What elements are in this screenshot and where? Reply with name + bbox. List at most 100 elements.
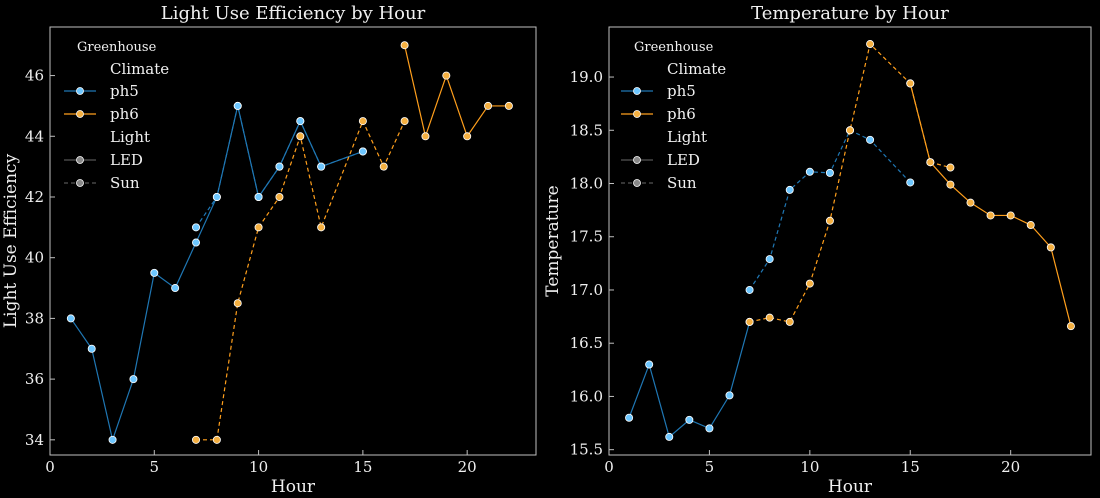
data-point-ph6-sun-left bbox=[233, 299, 242, 308]
data-point-ph5-sun-left bbox=[233, 101, 242, 110]
data-point-ph5-sun-left bbox=[275, 162, 284, 171]
data-point-ph6-sun-left bbox=[400, 117, 409, 126]
data-point-ph5-sun-left bbox=[192, 223, 201, 232]
chart-left: Light Use Efficiency by Hour Hour Light … bbox=[1, 3, 537, 497]
plot-area-right: 0 5 10 15 20 15.5 16.0 16.5 17.0 17.5 18.0 18.5 19.0 bbox=[570, 40, 1075, 476]
series-line-ph5-sun-left bbox=[195, 105, 364, 228]
legend-entry-ph6-right: ph6 bbox=[667, 105, 696, 123]
data-point-ph6-led-right bbox=[1026, 221, 1035, 230]
y-axis-label-right: Temperature bbox=[543, 185, 563, 296]
legend-marker-ph6-left bbox=[76, 110, 84, 118]
data-point-ph5-led-left bbox=[192, 238, 201, 247]
data-point-ph5-led-left bbox=[66, 314, 75, 323]
legend-entry-led-right: LED bbox=[667, 151, 700, 169]
data-point-ph5-sun-right bbox=[765, 255, 774, 264]
x-tick-label-right: 10 bbox=[800, 458, 819, 476]
data-point-ph6-sun-right bbox=[946, 163, 955, 172]
data-point-ph5-led-left bbox=[87, 344, 96, 353]
data-point-ph6-led-right bbox=[946, 180, 955, 189]
legend-marker-ph5-left bbox=[76, 87, 84, 95]
y-tick-label-left: 42 bbox=[25, 188, 44, 206]
x-tick-label-right: 15 bbox=[901, 458, 920, 476]
y-tick-label-right: 17.5 bbox=[570, 228, 603, 246]
legend-marker-led-right bbox=[633, 156, 641, 164]
x-tick-label-right: 20 bbox=[1001, 458, 1020, 476]
data-point-ph6-sun-left bbox=[212, 435, 221, 444]
data-point-ph6-sun-left bbox=[275, 192, 284, 201]
legend-entry-ph5-left: ph5 bbox=[110, 82, 139, 100]
y-tick-label-right: 17.0 bbox=[570, 281, 603, 299]
legend-left: Greenhouse Climate ph5 ph6 Light LED Sun bbox=[64, 40, 169, 192]
data-point-ph6-sun-left bbox=[317, 223, 326, 232]
data-point-ph5-led-left bbox=[150, 268, 159, 277]
data-point-ph5-led-right bbox=[685, 415, 694, 424]
chart-title-left: Light Use Efficiency by Hour bbox=[161, 3, 426, 24]
plot-area-left: 0 5 10 15 20 34 36 38 40 42 44 46 bbox=[25, 41, 513, 476]
y-tick-label-right: 18.0 bbox=[570, 175, 603, 193]
legend-marker-sun-right bbox=[633, 179, 641, 187]
data-point-ph6-sun-left bbox=[192, 435, 201, 444]
data-point-ph6-led-right bbox=[986, 211, 995, 220]
data-point-ph6-led-right bbox=[1066, 322, 1075, 331]
x-tick-label-left: 10 bbox=[249, 458, 268, 476]
y-tick-label-left: 40 bbox=[25, 249, 44, 267]
data-point-ph6-sun-left bbox=[296, 132, 305, 141]
data-point-ph6-sun-right bbox=[866, 40, 875, 49]
legend-title-left: Greenhouse bbox=[77, 40, 157, 55]
x-tick-label-right: 0 bbox=[604, 458, 614, 476]
data-point-ph6-sun-right bbox=[805, 279, 814, 288]
x-axis-label-left: Hour bbox=[271, 477, 316, 497]
data-point-ph5-sun-left bbox=[212, 192, 221, 201]
plot-frame-right bbox=[608, 26, 1092, 456]
data-point-ph5-led-right bbox=[665, 432, 674, 441]
data-point-ph5-led-right bbox=[645, 360, 654, 369]
data-point-ph5-led-right bbox=[705, 424, 714, 433]
data-point-ph5-sun-left bbox=[317, 162, 326, 171]
data-point-ph5-led-right bbox=[625, 413, 634, 422]
chart-right: Temperature by Hour Hour Temperature 0 5 1… bbox=[543, 3, 1092, 497]
data-point-ph5-led-left bbox=[171, 284, 180, 293]
data-point-ph5-led-left bbox=[129, 375, 138, 384]
legend-right: Greenhouse Climate ph5 ph6 Light LED Sun bbox=[621, 40, 726, 192]
y-tick-label-right: 16.0 bbox=[570, 387, 603, 405]
y-tick-label-left: 44 bbox=[25, 127, 44, 145]
data-point-ph6-sun-left bbox=[379, 162, 388, 171]
data-point-ph5-sun-right bbox=[805, 167, 814, 176]
series-line-ph6-sun-right bbox=[749, 42, 951, 323]
legend-entry-ph5-right: ph5 bbox=[667, 82, 696, 100]
x-axis-label-right: Hour bbox=[828, 477, 873, 497]
data-point-ph5-sun-right bbox=[745, 285, 754, 294]
y-tick-label-left: 46 bbox=[25, 67, 44, 85]
data-point-ph6-sun-right bbox=[745, 317, 754, 326]
data-point-ph6-sun-right bbox=[926, 158, 935, 167]
data-point-ph6-led-left bbox=[504, 101, 513, 110]
y-tick-label-left: 36 bbox=[25, 370, 44, 388]
y-tick-label-right: 16.5 bbox=[570, 334, 603, 352]
plot-frame-left bbox=[49, 26, 537, 456]
y-tick-label-right: 15.5 bbox=[570, 441, 603, 459]
data-point-ph5-led-right bbox=[725, 391, 734, 400]
data-point-ph6-led-left bbox=[463, 132, 472, 141]
legend-entry-ph6-left: ph6 bbox=[110, 105, 139, 123]
data-point-ph6-sun-right bbox=[906, 79, 915, 88]
data-point-ph5-sun-right bbox=[825, 168, 834, 177]
data-point-ph6-sun-right bbox=[825, 216, 834, 225]
data-point-ph6-led-left bbox=[484, 101, 493, 110]
data-point-ph6-sun-right bbox=[846, 126, 855, 135]
legend-heading-climate-left: Climate bbox=[110, 60, 169, 78]
data-point-ph6-led-left bbox=[400, 41, 409, 50]
data-point-ph5-sun-left bbox=[254, 192, 263, 201]
legend-heading-light-right: Light bbox=[667, 128, 707, 146]
data-point-ph6-led-right bbox=[966, 198, 975, 207]
data-point-ph5-sun-left bbox=[296, 117, 305, 126]
chart-title-right: Temperature by Hour bbox=[751, 3, 949, 24]
data-point-ph6-led-left bbox=[442, 71, 451, 80]
y-tick-label-left: 34 bbox=[25, 431, 44, 449]
legend-marker-ph5-right bbox=[633, 87, 641, 95]
legend-entry-led-left: LED bbox=[110, 151, 143, 169]
legend-marker-led-left bbox=[76, 156, 84, 164]
data-point-ph6-sun-left bbox=[254, 223, 263, 232]
legend-heading-light-left: Light bbox=[110, 128, 150, 146]
